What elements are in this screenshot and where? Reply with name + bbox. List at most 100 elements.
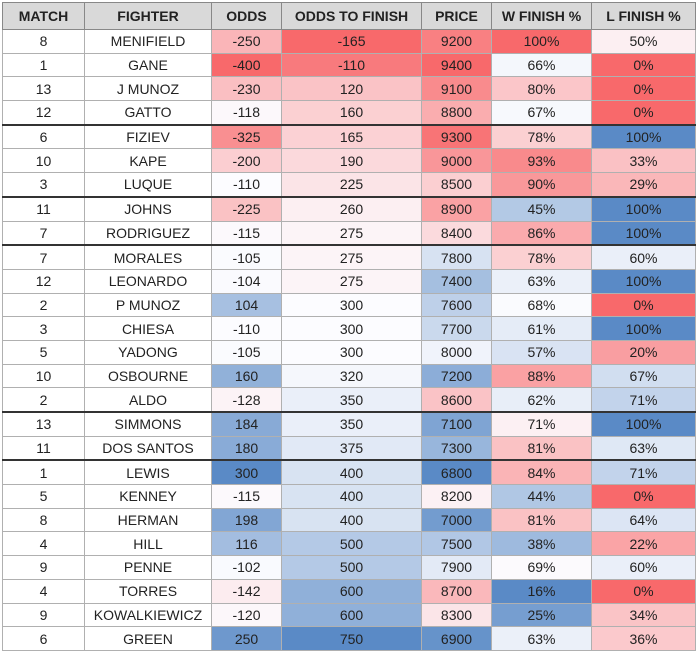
table-cell: 78% [491, 244, 592, 270]
table-cell: 260 [281, 195, 422, 222]
table-cell: 100% [591, 220, 696, 246]
table-cell: 275 [281, 220, 422, 246]
table-cell: LEWIS [84, 459, 212, 486]
table-cell: 275 [281, 244, 422, 270]
table-cell: 78% [491, 123, 592, 150]
table-cell: 7400 [421, 268, 492, 294]
header-row: MATCH FIGHTER ODDS ODDS TO FINISH PRICE W FIN… [2, 2, 696, 30]
table-cell: -118 [211, 100, 282, 126]
table-cell: 100% [491, 29, 592, 54]
table-cell: 8400 [421, 220, 492, 246]
table-cell: 71% [491, 410, 592, 437]
table-cell: -225 [211, 195, 282, 222]
table-cell: 81% [491, 435, 592, 461]
table-cell: 81% [491, 507, 592, 533]
column-header: W FINISH % [491, 2, 592, 30]
table-cell: 4 [2, 578, 85, 604]
table-cell: 93% [491, 148, 592, 174]
table-cell: 67% [591, 363, 696, 389]
table-cell: KAPE [84, 148, 212, 174]
table-cell: MORALES [84, 244, 212, 270]
table-cell: -230 [211, 76, 282, 102]
table-cell: 61% [491, 316, 592, 341]
table-cell: 0% [591, 76, 696, 102]
table-cell: 350 [281, 410, 422, 437]
table-row: 5 YADONG -105 300 8000 57% 20% [2, 339, 696, 365]
table-cell: 84% [491, 459, 592, 486]
table-cell: 225 [281, 172, 422, 198]
table-cell: 400 [281, 507, 422, 533]
table-cell: 8200 [421, 484, 492, 509]
table-cell: HILL [84, 531, 212, 557]
table-cell: 9100 [421, 76, 492, 102]
table-cell: 10 [2, 148, 85, 174]
table-cell: 45% [491, 195, 592, 222]
table-row: 9 PENNE -102 500 7900 69% 60% [2, 555, 696, 580]
table-cell: -165 [281, 29, 422, 54]
table-cell: 184 [211, 410, 282, 437]
table-cell: 7800 [421, 244, 492, 270]
table-cell: 400 [281, 459, 422, 486]
table-row: 8 HERMAN 198 400 7000 81% 64% [2, 507, 696, 533]
table-row: 4 HILL 116 500 7500 38% 22% [2, 531, 696, 557]
column-header: ODDS [211, 2, 282, 30]
table-cell: 34% [591, 602, 696, 628]
table-cell: 0% [591, 100, 696, 126]
table-cell: -128 [211, 387, 282, 413]
table-cell: 750 [281, 626, 422, 651]
table-cell: 1 [2, 52, 85, 78]
table-cell: 11 [2, 195, 85, 222]
table-cell: -400 [211, 52, 282, 78]
table-row: 3 CHIESA -110 300 7700 61% 100% [2, 316, 696, 341]
table-cell: 63% [591, 435, 696, 461]
table-row: 12 GATTO -118 160 8800 67% 0% [2, 100, 696, 126]
table-cell: 8600 [421, 387, 492, 413]
table-cell: -105 [211, 339, 282, 365]
table-cell: 2 [2, 292, 85, 318]
table-cell: KOWALKIEWICZ [84, 602, 212, 628]
table-cell: 6 [2, 123, 85, 150]
table-cell: 8000 [421, 339, 492, 365]
table-cell: 8 [2, 29, 85, 54]
column-header: FIGHTER [84, 2, 212, 30]
table-cell: 8800 [421, 100, 492, 126]
table-cell: 9 [2, 602, 85, 628]
table-cell: 100% [591, 123, 696, 150]
table-row: 10 KAPE -200 190 9000 93% 33% [2, 148, 696, 174]
table-cell: 300 [281, 339, 422, 365]
table-cell: 300 [211, 459, 282, 486]
table-cell: 9400 [421, 52, 492, 78]
table-cell: 0% [591, 578, 696, 604]
table-cell: 7100 [421, 410, 492, 437]
table-cell: 8500 [421, 172, 492, 198]
table-cell: 9300 [421, 123, 492, 150]
table-cell: RODRIGUEZ [84, 220, 212, 246]
table-cell: 7 [2, 220, 85, 246]
table-row: 3 LUQUE -110 225 8500 90% 29% [2, 172, 696, 198]
table-row: 4 TORRES -142 600 8700 16% 0% [2, 578, 696, 604]
table-cell: 5 [2, 339, 85, 365]
table-cell: 400 [281, 484, 422, 509]
table-cell: 12 [2, 100, 85, 126]
table-cell: MENIFIELD [84, 29, 212, 54]
table-cell: GATTO [84, 100, 212, 126]
table-cell: 16% [491, 578, 592, 604]
table-row: 13 J MUNOZ -230 120 9100 80% 0% [2, 76, 696, 102]
table-cell: FIZIEV [84, 123, 212, 150]
table-cell: YADONG [84, 339, 212, 365]
table-cell: DOS SANTOS [84, 435, 212, 461]
table-cell: -142 [211, 578, 282, 604]
table-row: 1 LEWIS 300 400 6800 84% 71% [2, 459, 696, 486]
table-cell: -200 [211, 148, 282, 174]
table-cell: 13 [2, 410, 85, 437]
table-row: 6 GREEN 250 750 6900 63% 36% [2, 626, 696, 651]
table-row: 11 JOHNS -225 260 8900 45% 100% [2, 195, 696, 222]
table-cell: 29% [591, 172, 696, 198]
table-cell: 11 [2, 435, 85, 461]
table-cell: 7300 [421, 435, 492, 461]
table-cell: 33% [591, 148, 696, 174]
column-header: ODDS TO FINISH [281, 2, 422, 30]
table-row: 10 OSBOURNE 160 320 7200 88% 67% [2, 363, 696, 389]
column-header: PRICE [421, 2, 492, 30]
